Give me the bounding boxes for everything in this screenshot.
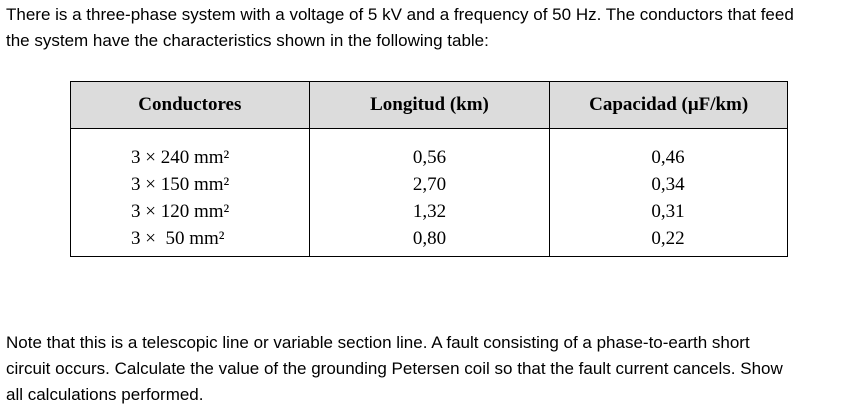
task-line: all calculations performed. bbox=[6, 385, 204, 404]
task-line: Note that this is a telescopic line or v… bbox=[6, 333, 750, 352]
table-cell: 1,32 bbox=[412, 201, 447, 222]
conductor-table: Conductores Longitud (km) Capacidad (μF/… bbox=[70, 81, 788, 257]
longitud-column: 0,56 2,70 1,32 0,80 bbox=[309, 129, 549, 256]
conductores-column: 3 × 240 mm² 3 × 150 mm² 3 × 120 mm² 3 × … bbox=[71, 129, 309, 256]
problem-line: There is a three-phase system with a vol… bbox=[6, 5, 794, 24]
table-cell: 3 × 120 mm² bbox=[131, 201, 230, 222]
task-statement: Note that this is a telescopic line or v… bbox=[6, 330, 844, 408]
table-cell: 2,70 bbox=[412, 174, 447, 195]
table-header-row: Conductores Longitud (km) Capacidad (μF/… bbox=[71, 82, 787, 129]
table-cell: 0,56 bbox=[412, 147, 447, 168]
table-body: 3 × 240 mm² 3 × 150 mm² 3 × 120 mm² 3 × … bbox=[71, 129, 787, 256]
table-cell: 3 × 150 mm² bbox=[131, 174, 230, 195]
table-cell: 0,31 bbox=[651, 201, 685, 222]
header-longitud: Longitud (km) bbox=[308, 82, 550, 128]
table-cell: 0,22 bbox=[651, 228, 685, 249]
table-cell: 3 × 240 mm² bbox=[131, 147, 230, 168]
table-cell: 3 × 50 mm² bbox=[131, 228, 225, 249]
problem-statement: There is a three-phase system with a vol… bbox=[6, 2, 844, 54]
table-cell: 0,34 bbox=[651, 174, 685, 195]
table-cell: 0,46 bbox=[651, 147, 685, 168]
task-line: circuit occurs. Calculate the value of t… bbox=[6, 359, 783, 378]
header-conductores: Conductores bbox=[138, 94, 242, 115]
problem-line: the system have the characteristics show… bbox=[6, 31, 489, 50]
capacidad-column: 0,46 0,34 0,31 0,22 bbox=[549, 129, 786, 256]
header-capacidad: Capacidad (μF/km) bbox=[549, 82, 787, 128]
table-cell: 0,80 bbox=[412, 228, 447, 249]
